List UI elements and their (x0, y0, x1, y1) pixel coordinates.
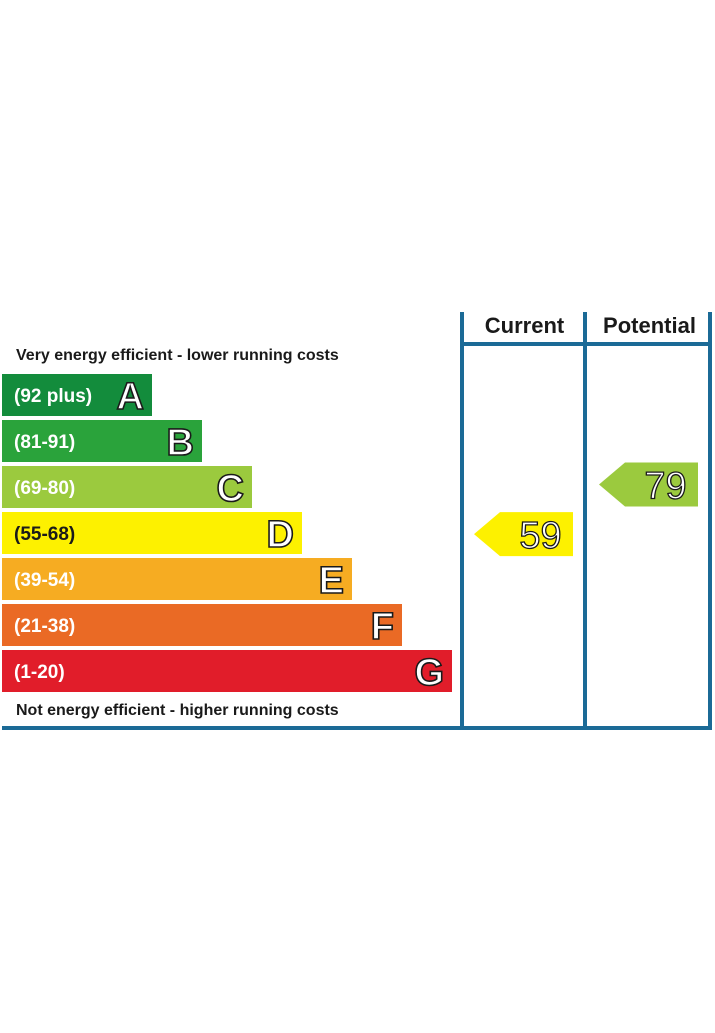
band-range-label: (39-54) (14, 570, 75, 591)
band-range-label: (21-38) (14, 616, 75, 637)
band-letter-label: A (117, 376, 144, 418)
rating-arrow-current: 59 (474, 512, 573, 558)
band-a: (92 plus) A (2, 374, 152, 419)
band-bar (2, 650, 452, 692)
rating-arrows: 59 79 (474, 462, 698, 558)
band-f: (21-38) F (2, 604, 402, 649)
band-range-label: (69-80) (14, 478, 75, 499)
rating-value: 59 (519, 515, 561, 557)
chart-frame (2, 312, 712, 730)
bottom-caption: Not energy efficient - higher running co… (16, 702, 339, 719)
band-bar (2, 374, 152, 416)
band-d: (55-68) D (2, 512, 302, 557)
band-letter-label: G (414, 652, 444, 694)
band-g: (1-20) G (2, 650, 452, 695)
arrow-shape (599, 462, 698, 507)
band-letter-label: F (371, 606, 394, 648)
arrow-shape (474, 512, 573, 557)
band-range-label: (92 plus) (14, 386, 92, 407)
band-range-label: (81-91) (14, 432, 75, 453)
column-headers: Current Potential (485, 313, 696, 338)
band-e: (39-54) E (2, 558, 352, 603)
column-header-current: Current (485, 313, 565, 338)
column-header-potential: Potential (603, 313, 696, 338)
band-c: (69-80) C (2, 466, 252, 511)
band-letter-label: D (267, 514, 294, 556)
band-bar (2, 558, 352, 600)
band-letter-label: E (319, 560, 344, 602)
rating-value: 79 (644, 466, 686, 508)
rating-arrow-potential: 79 (599, 462, 698, 508)
band-bar (2, 512, 302, 554)
band-range-label: (1-20) (14, 662, 65, 683)
rating-bands: (92 plus) A(81-91) B(69-80) C(55-68) D(39-54… (2, 374, 452, 695)
band-b: (81-91) B (2, 420, 202, 465)
band-bar (2, 466, 252, 508)
band-bar (2, 420, 202, 462)
band-range-label: (55-68) (14, 524, 75, 545)
band-letter-label: B (167, 422, 194, 464)
top-caption: Very energy efficient - lower running co… (16, 347, 339, 364)
band-bar (2, 604, 402, 646)
band-letter-label: C (217, 468, 244, 510)
